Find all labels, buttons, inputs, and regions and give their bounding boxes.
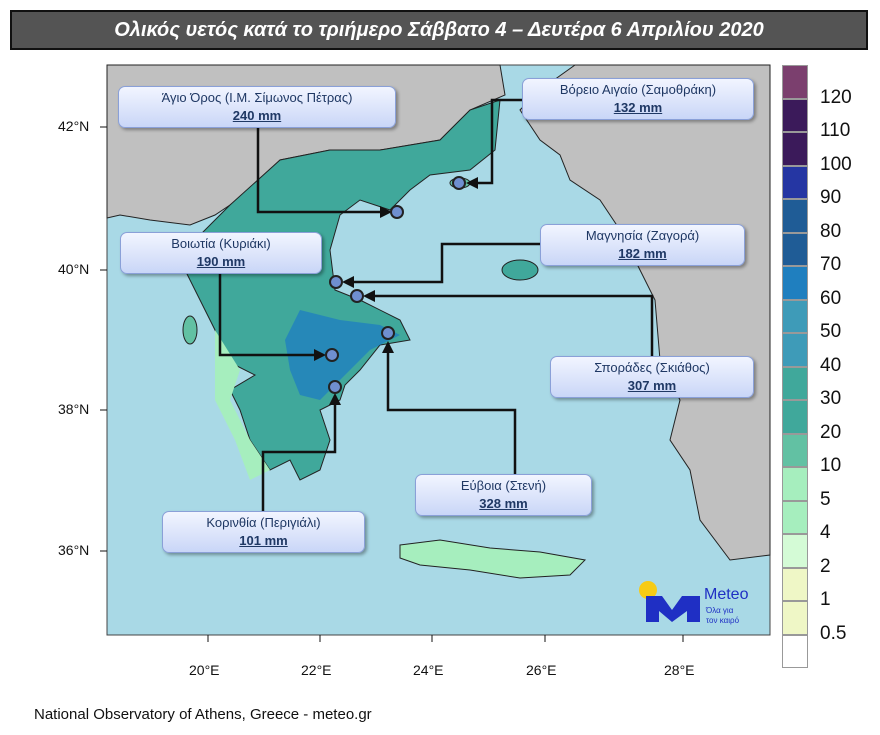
colorbar-label: 100 xyxy=(820,153,852,175)
colorbar-swatch xyxy=(782,634,808,668)
station-label-skiathos: Σποράδες (Σκιάθος) 307 mm xyxy=(550,356,754,398)
lesvos xyxy=(501,259,539,281)
turkey-land xyxy=(519,64,771,561)
colorbar-swatch xyxy=(782,65,808,99)
light-rain-area xyxy=(215,330,270,480)
logo-name: Meteo xyxy=(704,586,749,603)
colorbar-swatch xyxy=(782,534,808,568)
colorbar-label: 2 xyxy=(820,555,831,577)
station-label-zagora: Μαγνησία (Ζαγορά) 182 mm xyxy=(540,224,745,266)
station-marker-skiathos xyxy=(350,289,364,303)
colorbar-label: 1 xyxy=(820,589,831,610)
colorbar-swatch xyxy=(782,199,808,233)
colorbar-label: 70 xyxy=(820,254,842,275)
axis-ticks xyxy=(100,126,684,642)
colorbar-label: 20 xyxy=(820,421,842,443)
corfu-area xyxy=(182,315,198,345)
station-label-steni: Εύβοια (Στενή) 328 mm xyxy=(415,474,592,516)
station-value: 328 mm xyxy=(479,496,528,511)
colorbar-swatch xyxy=(782,98,808,132)
station-marker-samothraki xyxy=(452,176,466,190)
colorbar-swatch xyxy=(782,299,808,333)
colorbar-swatch xyxy=(782,132,808,166)
station-value: 307 mm xyxy=(627,378,677,393)
station-name: Άγιο Όρος (Ι.Μ. Σίμωνος Πέτρας) xyxy=(161,90,353,105)
leader-lines xyxy=(218,98,654,512)
station-name: Βοιωτία (Κυριάκι) xyxy=(171,236,271,251)
station-marker-steni xyxy=(381,326,395,340)
colorbar-label: 5 xyxy=(820,488,831,510)
colorbar-label: 120 xyxy=(820,86,852,108)
station-label-athos: Άγιο Όρος (Ι.Μ. Σίμωνος Πέτρας) 240 mm xyxy=(118,86,396,128)
lon-tick: 22°E xyxy=(301,662,332,678)
colorbar-swatch xyxy=(782,400,808,434)
logo-sun-icon xyxy=(639,581,657,599)
colorbar-swatch xyxy=(782,567,808,601)
arrowheads xyxy=(314,177,478,405)
colorbar-label: 30 xyxy=(820,388,842,409)
colorbar-swatch xyxy=(782,333,808,367)
colorbar-swatch xyxy=(782,601,808,635)
colorbar-label: 80 xyxy=(820,220,842,242)
logo-tagline: τον καιρό xyxy=(706,616,740,625)
station-name: Εύβοια (Στενή) xyxy=(460,478,547,493)
logo-tagline: Όλα για xyxy=(706,606,734,615)
station-markers xyxy=(325,176,466,394)
lon-tick: 26°E xyxy=(526,662,557,678)
colorbar-swatch xyxy=(782,266,808,300)
colorbar-swatch xyxy=(782,366,808,400)
colorbar-swatch xyxy=(782,500,808,534)
heavy-rain-area xyxy=(285,310,400,400)
colorbar-label: 90 xyxy=(820,187,842,208)
crete xyxy=(399,539,587,579)
station-name: Μαγνησία (Ζαγορά) xyxy=(585,228,700,243)
station-value: 240 mm xyxy=(232,108,282,123)
colorbar-label: 50 xyxy=(820,321,842,342)
lon-tick: 20°E xyxy=(189,662,220,678)
station-label-korinthia: Κορινθία (Περιγιάλι) 101 mm xyxy=(162,511,365,553)
station-name: Σποράδες (Σκιάθος) xyxy=(594,360,710,375)
colorbar-swatch xyxy=(782,467,808,501)
lon-tick: 28°E xyxy=(664,662,695,678)
station-marker-athos xyxy=(390,205,404,219)
lat-tick: 36°N xyxy=(58,542,90,558)
colorbar-label: 110 xyxy=(820,120,851,141)
station-label-kyriaki: Βοιωτία (Κυριάκι) 190 mm xyxy=(120,232,322,274)
lon-tick: 24°E xyxy=(413,662,444,678)
station-marker-kyriaki xyxy=(325,348,339,362)
station-name: Κορινθία (Περιγιάλι) xyxy=(206,515,321,530)
colorbar-label: 4 xyxy=(820,522,831,543)
footer-credit: National Observatory of Athens, Greece -… xyxy=(34,706,372,723)
station-value: 132 mm xyxy=(613,100,663,115)
colorbar-label: 0.5 xyxy=(820,622,847,644)
station-marker-korinthia xyxy=(328,380,342,394)
lat-tick: 38°N xyxy=(58,401,90,417)
colorbar-swatch xyxy=(782,232,808,266)
colorbar-label: 40 xyxy=(820,354,842,376)
station-name: Βόρειο Αιγαίο (Σαμοθράκη) xyxy=(559,82,717,97)
station-value: 101 mm xyxy=(239,533,288,548)
station-marker-zagora xyxy=(329,275,343,289)
station-label-samothraki: Βόρειο Αιγαίο (Σαμοθράκη) 132 mm xyxy=(522,78,754,120)
map-title: Ολικός υετός κατά το τριήμερο Σάββατο 4 … xyxy=(10,10,868,50)
station-value: 190 mm xyxy=(196,254,246,269)
lat-tick: 40°N xyxy=(58,261,90,277)
colorbar-label: 10 xyxy=(820,455,842,476)
logo-m-icon xyxy=(646,596,700,622)
colorbar-label: 60 xyxy=(820,287,842,309)
colorbar-swatch xyxy=(782,433,808,467)
colorbar-swatch xyxy=(782,165,808,199)
station-value: 182 mm xyxy=(618,246,667,261)
lat-tick: 42°N xyxy=(58,118,90,134)
